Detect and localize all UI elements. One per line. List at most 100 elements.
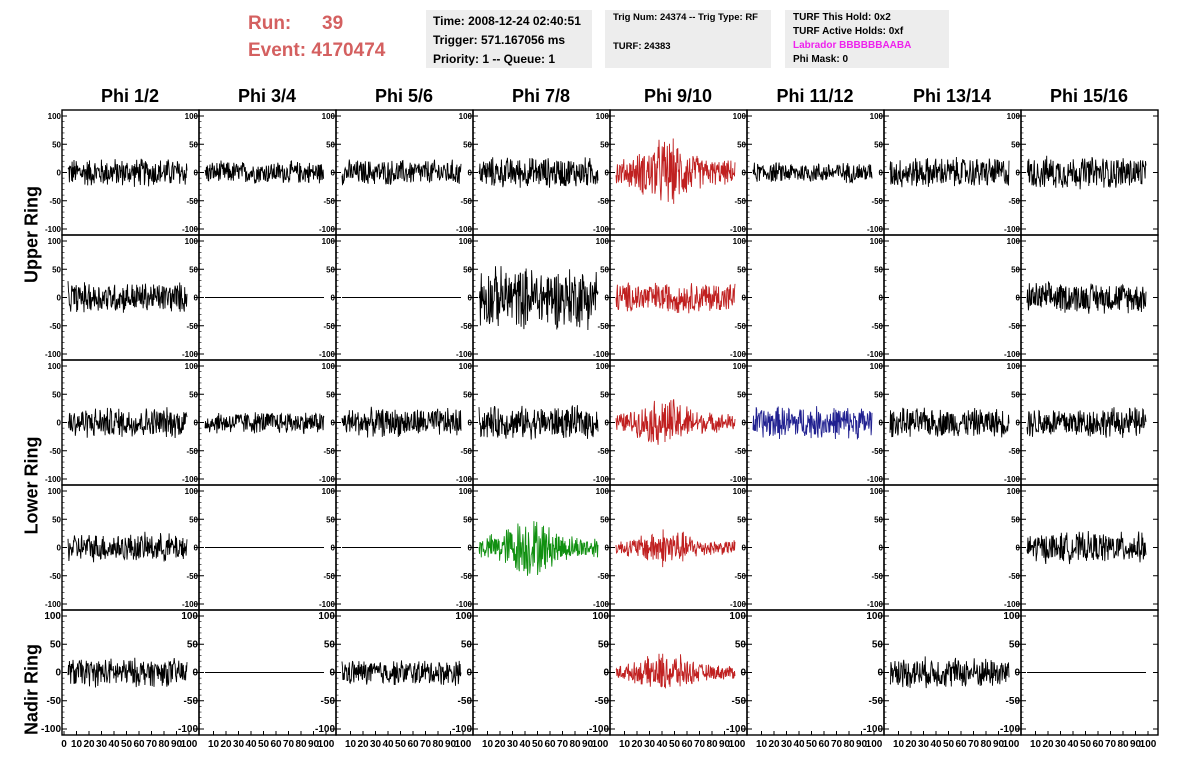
x-tick-label: 40 [382, 739, 394, 750]
x-tick-label: 30 [918, 739, 930, 750]
turf-info-panel: TURF This Hold: 0x2 TURF Active Holds: 0… [785, 10, 949, 68]
y-tick-label: -50 [595, 696, 610, 707]
waveform-trace [67, 657, 188, 688]
x-tick-label: 70 [146, 739, 158, 750]
y-tick-label: 50 [326, 265, 335, 274]
waveform-trace [752, 406, 873, 440]
cell-frame [883, 234, 1022, 361]
y-tick-label: 50 [50, 639, 62, 650]
x-tick-label: 80 [432, 739, 444, 750]
y-tick-label: 0 [57, 294, 62, 303]
x-tick-label: 10 [71, 739, 83, 750]
y-tick-label: -50 [871, 572, 883, 581]
x-tick-label: 50 [1080, 739, 1092, 750]
y-tick-label: 50 [326, 515, 335, 524]
y-tick-label: -50 [186, 197, 198, 206]
y-tick-label: -50 [1008, 572, 1020, 581]
y-tick-label: -100 [1004, 350, 1021, 359]
waveform-trace [341, 660, 462, 686]
y-tick-label: -50 [47, 696, 62, 707]
y-tick-label: 100 [322, 237, 336, 246]
y-tick-label: -100 [45, 600, 62, 609]
y-tick-label: 0 [192, 668, 198, 679]
y-tick-label: 0 [194, 544, 199, 553]
x-tick-label: 50 [806, 739, 818, 750]
y-tick-label: -50 [597, 322, 609, 331]
y-tick-label: -50 [49, 322, 61, 331]
event-label: Event: [248, 40, 307, 61]
x-tick-label: 80 [980, 739, 992, 750]
x-tick-label: 10 [1030, 739, 1042, 750]
y-tick-label: 100 [185, 487, 199, 496]
y-tick-label: 100 [185, 237, 199, 246]
turf-active-text: TURF Active Holds: 0xf [793, 26, 904, 37]
y-tick-label: 50 [326, 390, 335, 399]
y-tick-label: 50 [737, 265, 746, 274]
x-tick-label: 60 [955, 739, 967, 750]
y-tick-label: -100 [1004, 225, 1021, 234]
y-tick-label: -100 [730, 350, 747, 359]
y-tick-label: -50 [49, 197, 61, 206]
y-tick-label: -100 [593, 600, 610, 609]
y-tick-label: -100 [319, 350, 336, 359]
waveform-trace [1026, 407, 1147, 438]
y-tick-label: -50 [460, 197, 472, 206]
waveform-cell-r3-c3: 100 50 0 -50 -100 [319, 359, 474, 486]
x-tick-label: 30 [370, 739, 382, 750]
x-tick-label: 40 [793, 739, 805, 750]
y-tick-label: -100 [319, 600, 336, 609]
y-tick-label: 100 [48, 487, 62, 496]
y-tick-label: -50 [460, 572, 472, 581]
column-title-6: Phi 11/12 [776, 86, 854, 106]
y-tick-label: -50 [597, 572, 609, 581]
run-event-box: Run: 39 Event: 4170474 [248, 10, 418, 66]
y-tick-label: 100 [1007, 362, 1021, 371]
waveform-trace [341, 159, 462, 186]
x-tick-label: 10 [893, 739, 905, 750]
y-tick-label: -50 [323, 447, 335, 456]
y-tick-label: 100 [322, 112, 336, 121]
y-tick-label: -50 [1008, 447, 1020, 456]
run-value: 39 [322, 13, 344, 34]
x-tick-label: 60 [681, 739, 693, 750]
waveform-cell-r3-c6: 100 50 0 -50 -100 [730, 359, 885, 486]
x-tick-label: 30 [781, 739, 793, 750]
x-tick-label: 90 [856, 739, 868, 750]
y-tick-label: 50 [52, 140, 61, 149]
x-tick-label: 90 [171, 739, 183, 750]
waveform-cell-r2-c6: 100 50 0 -50 -100 [730, 234, 885, 361]
y-tick-label: 100 [733, 112, 747, 121]
x-tick-label: 50 [943, 739, 955, 750]
waveform-cell-r1-c6: 100 50 0 -50 -100 [730, 109, 885, 236]
y-tick-label: -100 [867, 600, 884, 609]
y-tick-label: 50 [874, 390, 883, 399]
x-tick-label: 70 [694, 739, 706, 750]
column-title-1: Phi 1/2 [100, 86, 160, 106]
x-tick-label: 80 [295, 739, 307, 750]
waveform-cell-r1-c1: 100 50 0 -50 -100 [45, 109, 200, 236]
waveform-cell-r4-c8: 100 50 0 -50 -100 [1004, 484, 1159, 611]
y-tick-label: 100 [1007, 112, 1021, 121]
y-tick-label: 0 [468, 294, 473, 303]
waveform-trace [615, 282, 736, 314]
waveform-cell-r4-c1: 100 50 0 -50 -100 [45, 484, 200, 611]
trigger-text: Trigger: 571.167056 ms [433, 33, 566, 47]
y-tick-label: -50 [869, 696, 884, 707]
y-tick-label: 0 [879, 169, 884, 178]
y-tick-label: -100 [182, 225, 199, 234]
y-tick-label: 100 [185, 112, 199, 121]
x-tick-label: 50 [669, 739, 681, 750]
x-tick-label: 90 [308, 739, 320, 750]
y-tick-label: 100 [870, 112, 884, 121]
y-tick-label: 100 [870, 237, 884, 246]
y-tick-label: -50 [871, 447, 883, 456]
waveform-cell-r1-c7: 100 50 0 -50 -100 [867, 109, 1022, 236]
waveform-trace [67, 531, 188, 563]
trigger-info-panel: Trig Num: 24374 -- Trig Type: RF TURF: 2… [605, 10, 771, 68]
y-tick-label: 0 [742, 294, 747, 303]
y-tick-label: 50 [463, 265, 472, 274]
column-title-8: Phi 15/16 [1049, 86, 1129, 106]
y-tick-label: 100 [318, 611, 335, 622]
trig-num-text: Trig Num: 24374 -- Trig Type: RF [613, 12, 758, 23]
y-tick-label: -100 [178, 724, 198, 735]
